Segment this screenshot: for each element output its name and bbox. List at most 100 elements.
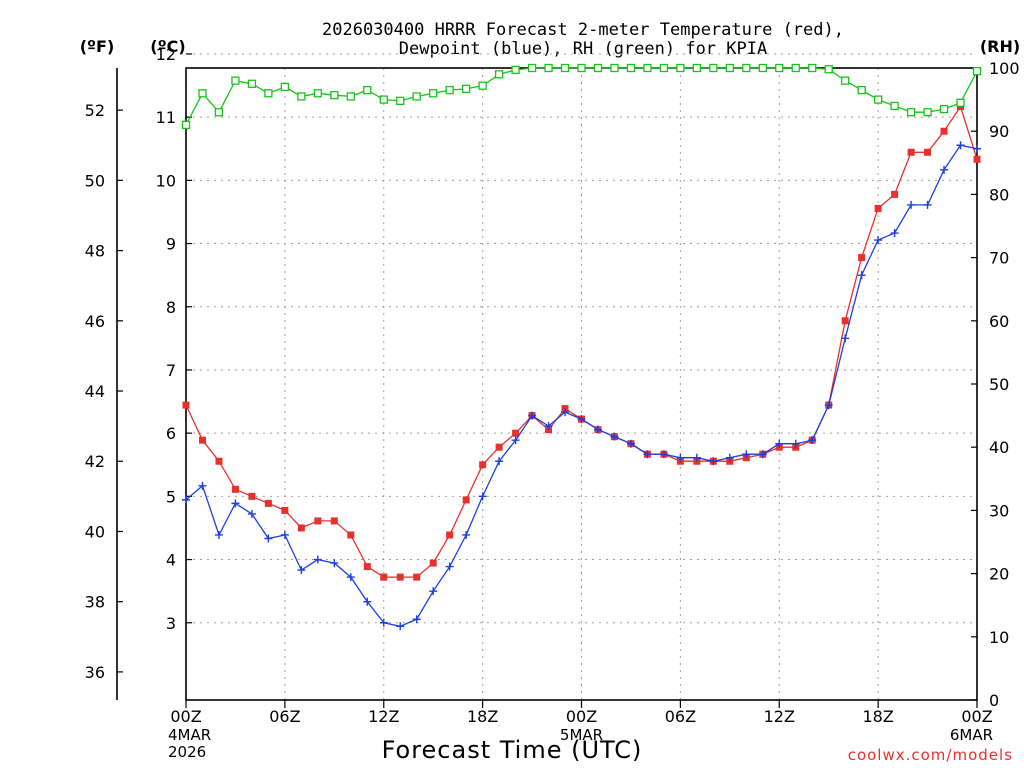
rh-tick-label-2: 20 [989,565,1009,584]
temperature-point [182,401,190,409]
c-tick-label-1: 4 [166,551,176,570]
c-tick-label-7: 10 [156,171,176,190]
rh-point [297,92,306,101]
rh-point [956,98,965,107]
dewpoint-point [495,457,504,466]
dewpoint-point [676,453,685,462]
dewpoint-point [824,401,833,410]
rh-point [527,63,537,73]
dewpoint-point [808,436,817,445]
dewpoint-point [346,573,355,582]
dewpoint-point [940,165,949,174]
rh-point [461,84,471,94]
chart-title-line-2: Dewpoint (blue), RH (green) for KPIA [399,39,767,59]
temperature-point [495,443,503,451]
dewpoint-point [429,587,438,596]
x-tick-label-8: 00Z [961,707,992,726]
temperature-point [347,531,355,539]
temperature-point [924,148,932,156]
dewpoint-point [709,457,718,466]
c-tick-label-6: 9 [166,235,176,254]
c-tick-label-9: 12 [156,45,176,64]
temperature-point [248,492,256,500]
dewpoint-point [857,271,866,280]
f-tick-label-1: 38 [85,593,105,612]
dewpoint-point [396,622,405,631]
rh-point [626,63,636,73]
dewpoint-point [478,492,487,501]
axes: 36 38 40 42 44 46 48 50 52 3 4 5 6 7 8 9 10 11 12 0 10 20 30 40… [85,45,1020,761]
temperature-point [215,457,223,465]
dewpoint-point [907,200,916,209]
dewpoint-point [297,566,306,575]
x-tick-label-4: 00Z [566,707,597,726]
rh-point [379,95,388,104]
temperature-point [479,461,487,469]
series-dewpoint [182,141,981,631]
rh-point [923,108,932,117]
x-tick-label-2: 12Z [368,707,399,726]
rh-point [692,63,702,73]
rh-point [791,63,800,73]
rh-point [593,63,603,73]
f-tick-label-6: 48 [85,242,105,261]
dewpoint-point [280,530,289,539]
dewpoint-point [412,615,421,624]
dewpoint-point [610,432,619,441]
series-rh [181,63,982,130]
x-date-label-8: 6MAR [950,726,993,744]
rh-tick-label-9: 90 [989,122,1009,141]
rh-point [758,63,767,73]
dewpoint-point [363,597,372,606]
rh-tick-label-6: 60 [989,312,1009,331]
rh-point [445,85,454,95]
temperature-point [330,517,338,525]
rh-point [890,101,899,111]
rh-point [906,108,916,117]
rh-unit-label: (RH) [980,37,1020,56]
rh-point [824,65,833,74]
rh-tick-label-1: 10 [989,628,1009,647]
temperature-point [973,155,981,163]
temperature-point [314,517,322,525]
temperature-point [198,436,206,444]
dewpoint-point [231,499,240,508]
rh-point [742,63,751,73]
rh-point [478,81,487,90]
temperature-point [380,573,388,581]
dewpoint-point [973,144,981,153]
rh-point [857,85,866,95]
rh-point [709,63,718,73]
dewpoint-line [185,144,978,627]
temperature-point [940,127,948,135]
rh-point [346,92,355,101]
rh-point [247,79,257,88]
dewpoint-point [511,436,520,445]
dewpoint-point [775,439,784,448]
rh-point [313,89,322,98]
temperature-point [363,563,371,571]
dewpoint-point [561,408,570,417]
fahrenheit-unit-label: (ºF) [80,37,115,56]
rh-point [610,63,619,73]
dewpoint-point [923,200,932,209]
rh-point [873,95,883,104]
rh-point [494,70,504,79]
rh-tick-label-7: 70 [989,249,1009,268]
rh-point [396,96,405,106]
rh-point [560,63,570,73]
temperature-point [281,506,289,514]
rh-point [214,108,224,117]
c-tick-label-5: 8 [166,298,176,317]
rh-point [544,63,553,73]
rh-point [231,76,240,85]
dewpoint-point [791,439,800,448]
x-tick-label-0: 00Z [170,707,201,726]
c-tick-label-8: 11 [156,108,176,127]
c-tick-label-3: 6 [166,424,176,443]
temperature-point [264,499,272,507]
dewpoint-point [956,141,965,150]
rh-point [939,104,949,114]
dewpoint-point [264,534,273,543]
rh-point [972,67,982,76]
